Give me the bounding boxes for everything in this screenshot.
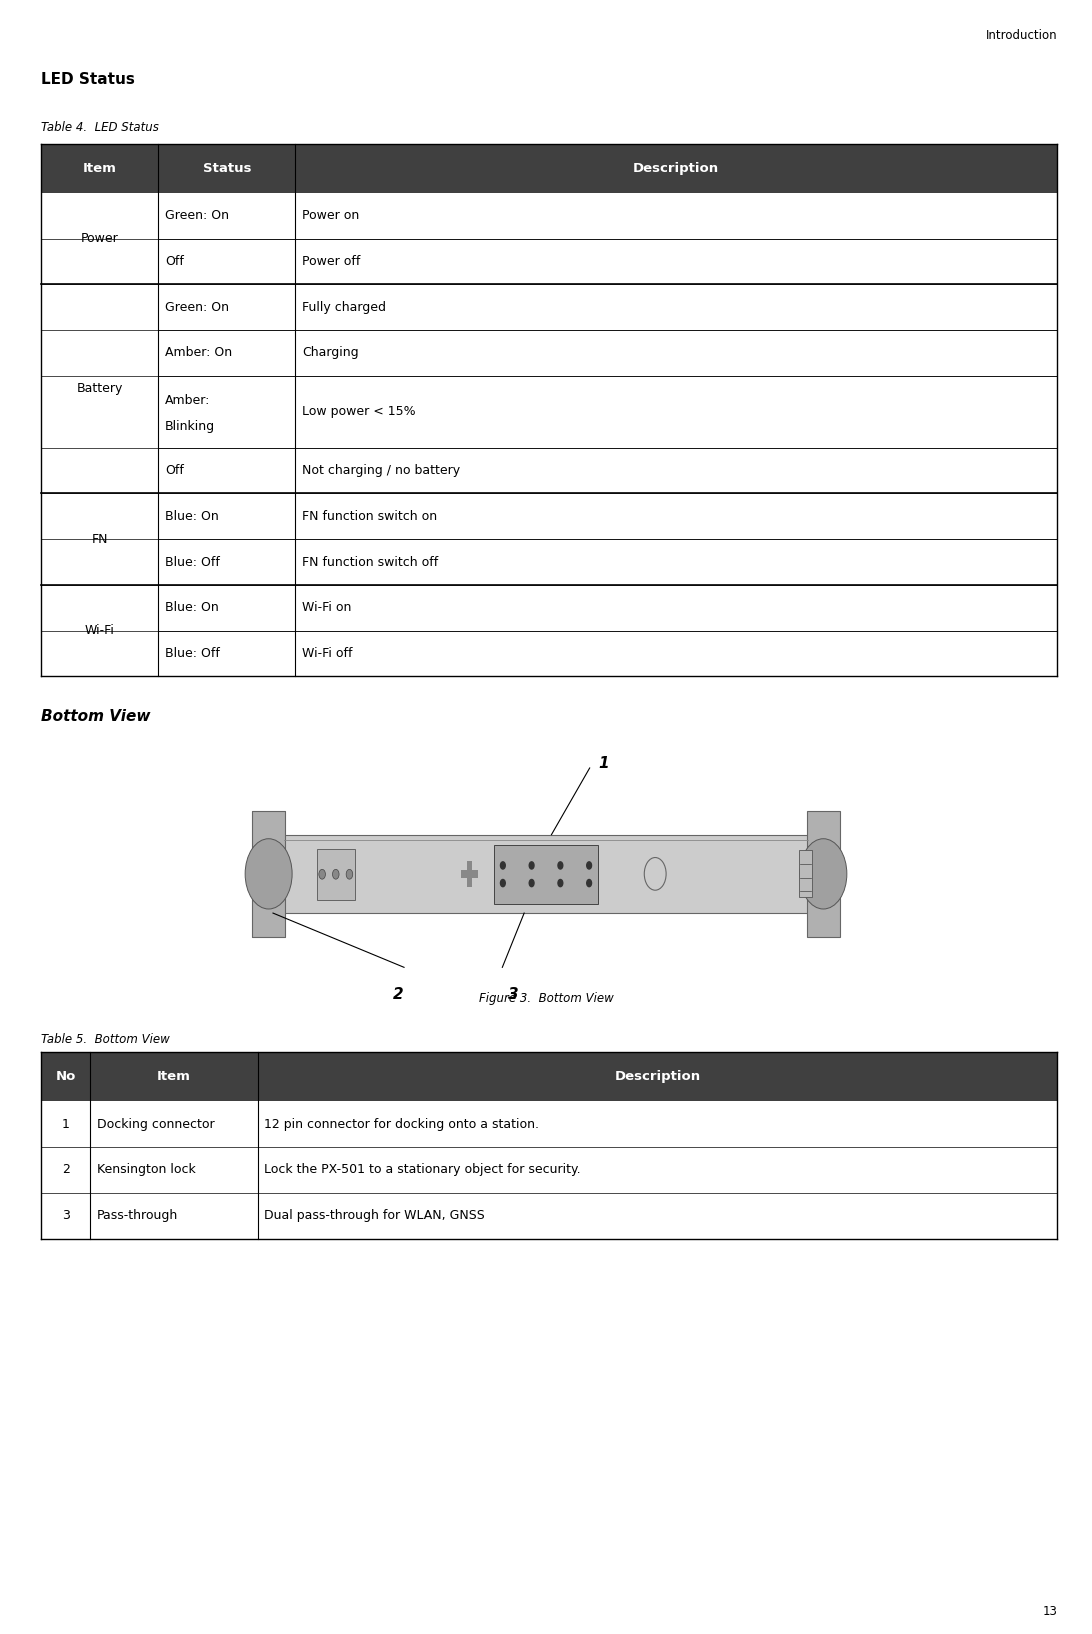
Text: Blue: On: Blue: On <box>165 510 218 523</box>
Text: Kensington lock: Kensington lock <box>97 1163 195 1176</box>
Bar <box>41 585 1057 631</box>
Text: Off: Off <box>165 464 183 477</box>
Text: Status: Status <box>203 162 251 175</box>
Text: Blinking: Blinking <box>165 420 215 433</box>
Text: Power on: Power on <box>301 209 359 222</box>
Text: LED Status: LED Status <box>41 72 135 87</box>
Circle shape <box>530 861 534 869</box>
Text: Table 4.  LED Status: Table 4. LED Status <box>41 121 159 134</box>
Text: 3: 3 <box>62 1209 70 1222</box>
Text: Introduction: Introduction <box>985 29 1057 42</box>
Text: Item: Item <box>157 1070 191 1083</box>
Circle shape <box>586 861 592 869</box>
Text: 12 pin connector for docking onto a station.: 12 pin connector for docking onto a stat… <box>264 1118 539 1131</box>
Text: Green: On: Green: On <box>165 301 229 314</box>
Bar <box>41 239 1057 284</box>
Bar <box>807 810 840 936</box>
Text: Power: Power <box>81 232 119 245</box>
Bar <box>41 193 1057 239</box>
Bar <box>41 448 1057 493</box>
Circle shape <box>558 879 562 887</box>
Text: FN: FN <box>92 533 108 546</box>
Text: Blue: On: Blue: On <box>165 601 218 614</box>
Bar <box>262 835 830 913</box>
Bar <box>41 1147 1057 1193</box>
Text: Fully charged: Fully charged <box>301 301 385 314</box>
Bar <box>41 1052 1057 1101</box>
Text: Wi-Fi: Wi-Fi <box>85 624 115 637</box>
Text: Power off: Power off <box>301 255 360 268</box>
Bar <box>41 330 1057 376</box>
Bar <box>467 861 472 887</box>
Text: Amber:: Amber: <box>165 394 211 407</box>
Text: Amber: On: Amber: On <box>165 346 232 359</box>
Text: Blue: Off: Blue: Off <box>165 556 219 569</box>
Text: Blue: Off: Blue: Off <box>165 647 219 660</box>
Bar <box>41 144 1057 193</box>
Text: Wi-Fi on: Wi-Fi on <box>301 601 352 614</box>
Bar <box>41 493 1057 539</box>
Text: FN function switch on: FN function switch on <box>301 510 437 523</box>
Text: Off: Off <box>165 255 183 268</box>
Text: Pass-through: Pass-through <box>97 1209 178 1222</box>
Text: 2: 2 <box>62 1163 70 1176</box>
Circle shape <box>530 879 534 887</box>
Bar <box>41 284 1057 330</box>
Bar <box>41 539 1057 585</box>
Circle shape <box>245 838 293 909</box>
Text: 3: 3 <box>508 987 519 1002</box>
Text: Description: Description <box>615 1070 700 1083</box>
Text: 1: 1 <box>62 1118 70 1131</box>
Text: Battery: Battery <box>76 382 123 395</box>
Text: 13: 13 <box>1042 1605 1057 1618</box>
Text: 1: 1 <box>598 755 609 771</box>
Bar <box>41 1193 1057 1239</box>
Circle shape <box>500 861 506 869</box>
Text: Wi-Fi off: Wi-Fi off <box>301 647 353 660</box>
Circle shape <box>799 838 847 909</box>
Text: Lock the PX-501 to a stationary object for security.: Lock the PX-501 to a stationary object f… <box>264 1163 581 1176</box>
Text: FN function switch off: FN function switch off <box>301 556 438 569</box>
Circle shape <box>586 879 592 887</box>
Text: Description: Description <box>633 162 720 175</box>
Text: Figure 3.  Bottom View: Figure 3. Bottom View <box>478 992 614 1005</box>
Text: Docking connector: Docking connector <box>97 1118 214 1131</box>
Bar <box>799 850 812 897</box>
Bar <box>252 810 285 936</box>
Text: Bottom View: Bottom View <box>41 709 151 724</box>
Bar <box>41 631 1057 676</box>
Circle shape <box>332 869 340 879</box>
Text: Item: Item <box>83 162 117 175</box>
Bar <box>317 848 355 900</box>
Bar <box>461 869 478 877</box>
Text: Green: On: Green: On <box>165 209 229 222</box>
Circle shape <box>558 861 562 869</box>
Bar <box>41 1101 1057 1147</box>
Text: No: No <box>56 1070 76 1083</box>
Circle shape <box>500 879 506 887</box>
Text: Not charging / no battery: Not charging / no battery <box>301 464 460 477</box>
Circle shape <box>319 869 325 879</box>
Bar <box>41 376 1057 448</box>
Circle shape <box>346 869 353 879</box>
Bar <box>494 845 598 904</box>
Text: Low power < 15%: Low power < 15% <box>301 405 416 418</box>
Text: Dual pass-through for WLAN, GNSS: Dual pass-through for WLAN, GNSS <box>264 1209 485 1222</box>
Text: Charging: Charging <box>301 346 358 359</box>
Text: Table 5.  Bottom View: Table 5. Bottom View <box>41 1033 170 1046</box>
Text: 2: 2 <box>393 987 404 1002</box>
